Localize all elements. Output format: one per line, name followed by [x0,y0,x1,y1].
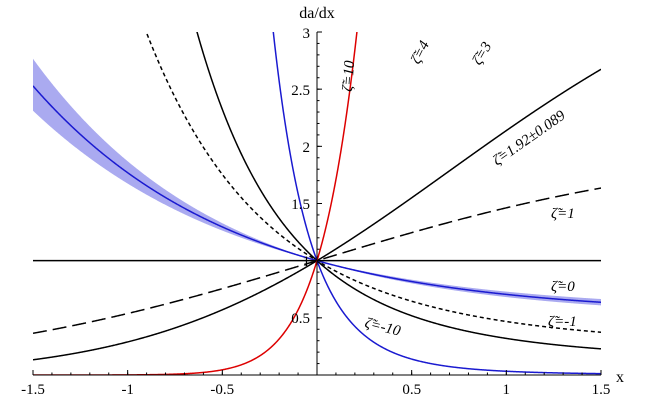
tick-marks [32,31,602,375]
label-zeta-4: ζ̃=4 [408,38,433,67]
x-tick-label: -1 [121,382,134,398]
y-tick-label: 2.5 [291,83,310,99]
x-tick-label: -1.5 [21,382,45,398]
label-zeta-1: ζ̃=1 [551,206,575,222]
x-tick-label: 1 [503,382,511,398]
label-zeta-0: ζ̃=0 [551,279,575,295]
x-tick-label: -0.5 [210,382,234,398]
x-tick-label: 0.5 [402,382,421,398]
curve-zeta-4 [196,32,601,350]
curve-zeta--10 [33,32,358,375]
y-tick-label: 0.5 [291,311,310,327]
label-zeta-minus-1: ζ̃=-1 [548,314,577,330]
label-zeta-3: ζ̃=3 [470,39,496,68]
uncertainty-band [33,58,601,306]
band-zeta-1.92 [33,58,601,306]
label-zeta-minus-10: ζ̃=-10 [363,315,402,339]
x-tick-label: 1.5 [592,382,611,398]
y-tick-label: 1 [303,254,311,270]
label-zeta-10: ζ̃=10 [340,60,358,93]
y-axis-label: da/dx [299,5,335,22]
y-tick-label: 2 [303,140,311,156]
x-axis-label: x [616,369,624,386]
label-zeta-1.92: ζ̃=1.92±0.089 [490,107,569,169]
curve-zeta-3 [145,32,601,333]
curve-zeta-10 [272,32,601,375]
y-tick-label: 1.5 [291,197,310,213]
y-tick-label: 3 [303,26,311,42]
